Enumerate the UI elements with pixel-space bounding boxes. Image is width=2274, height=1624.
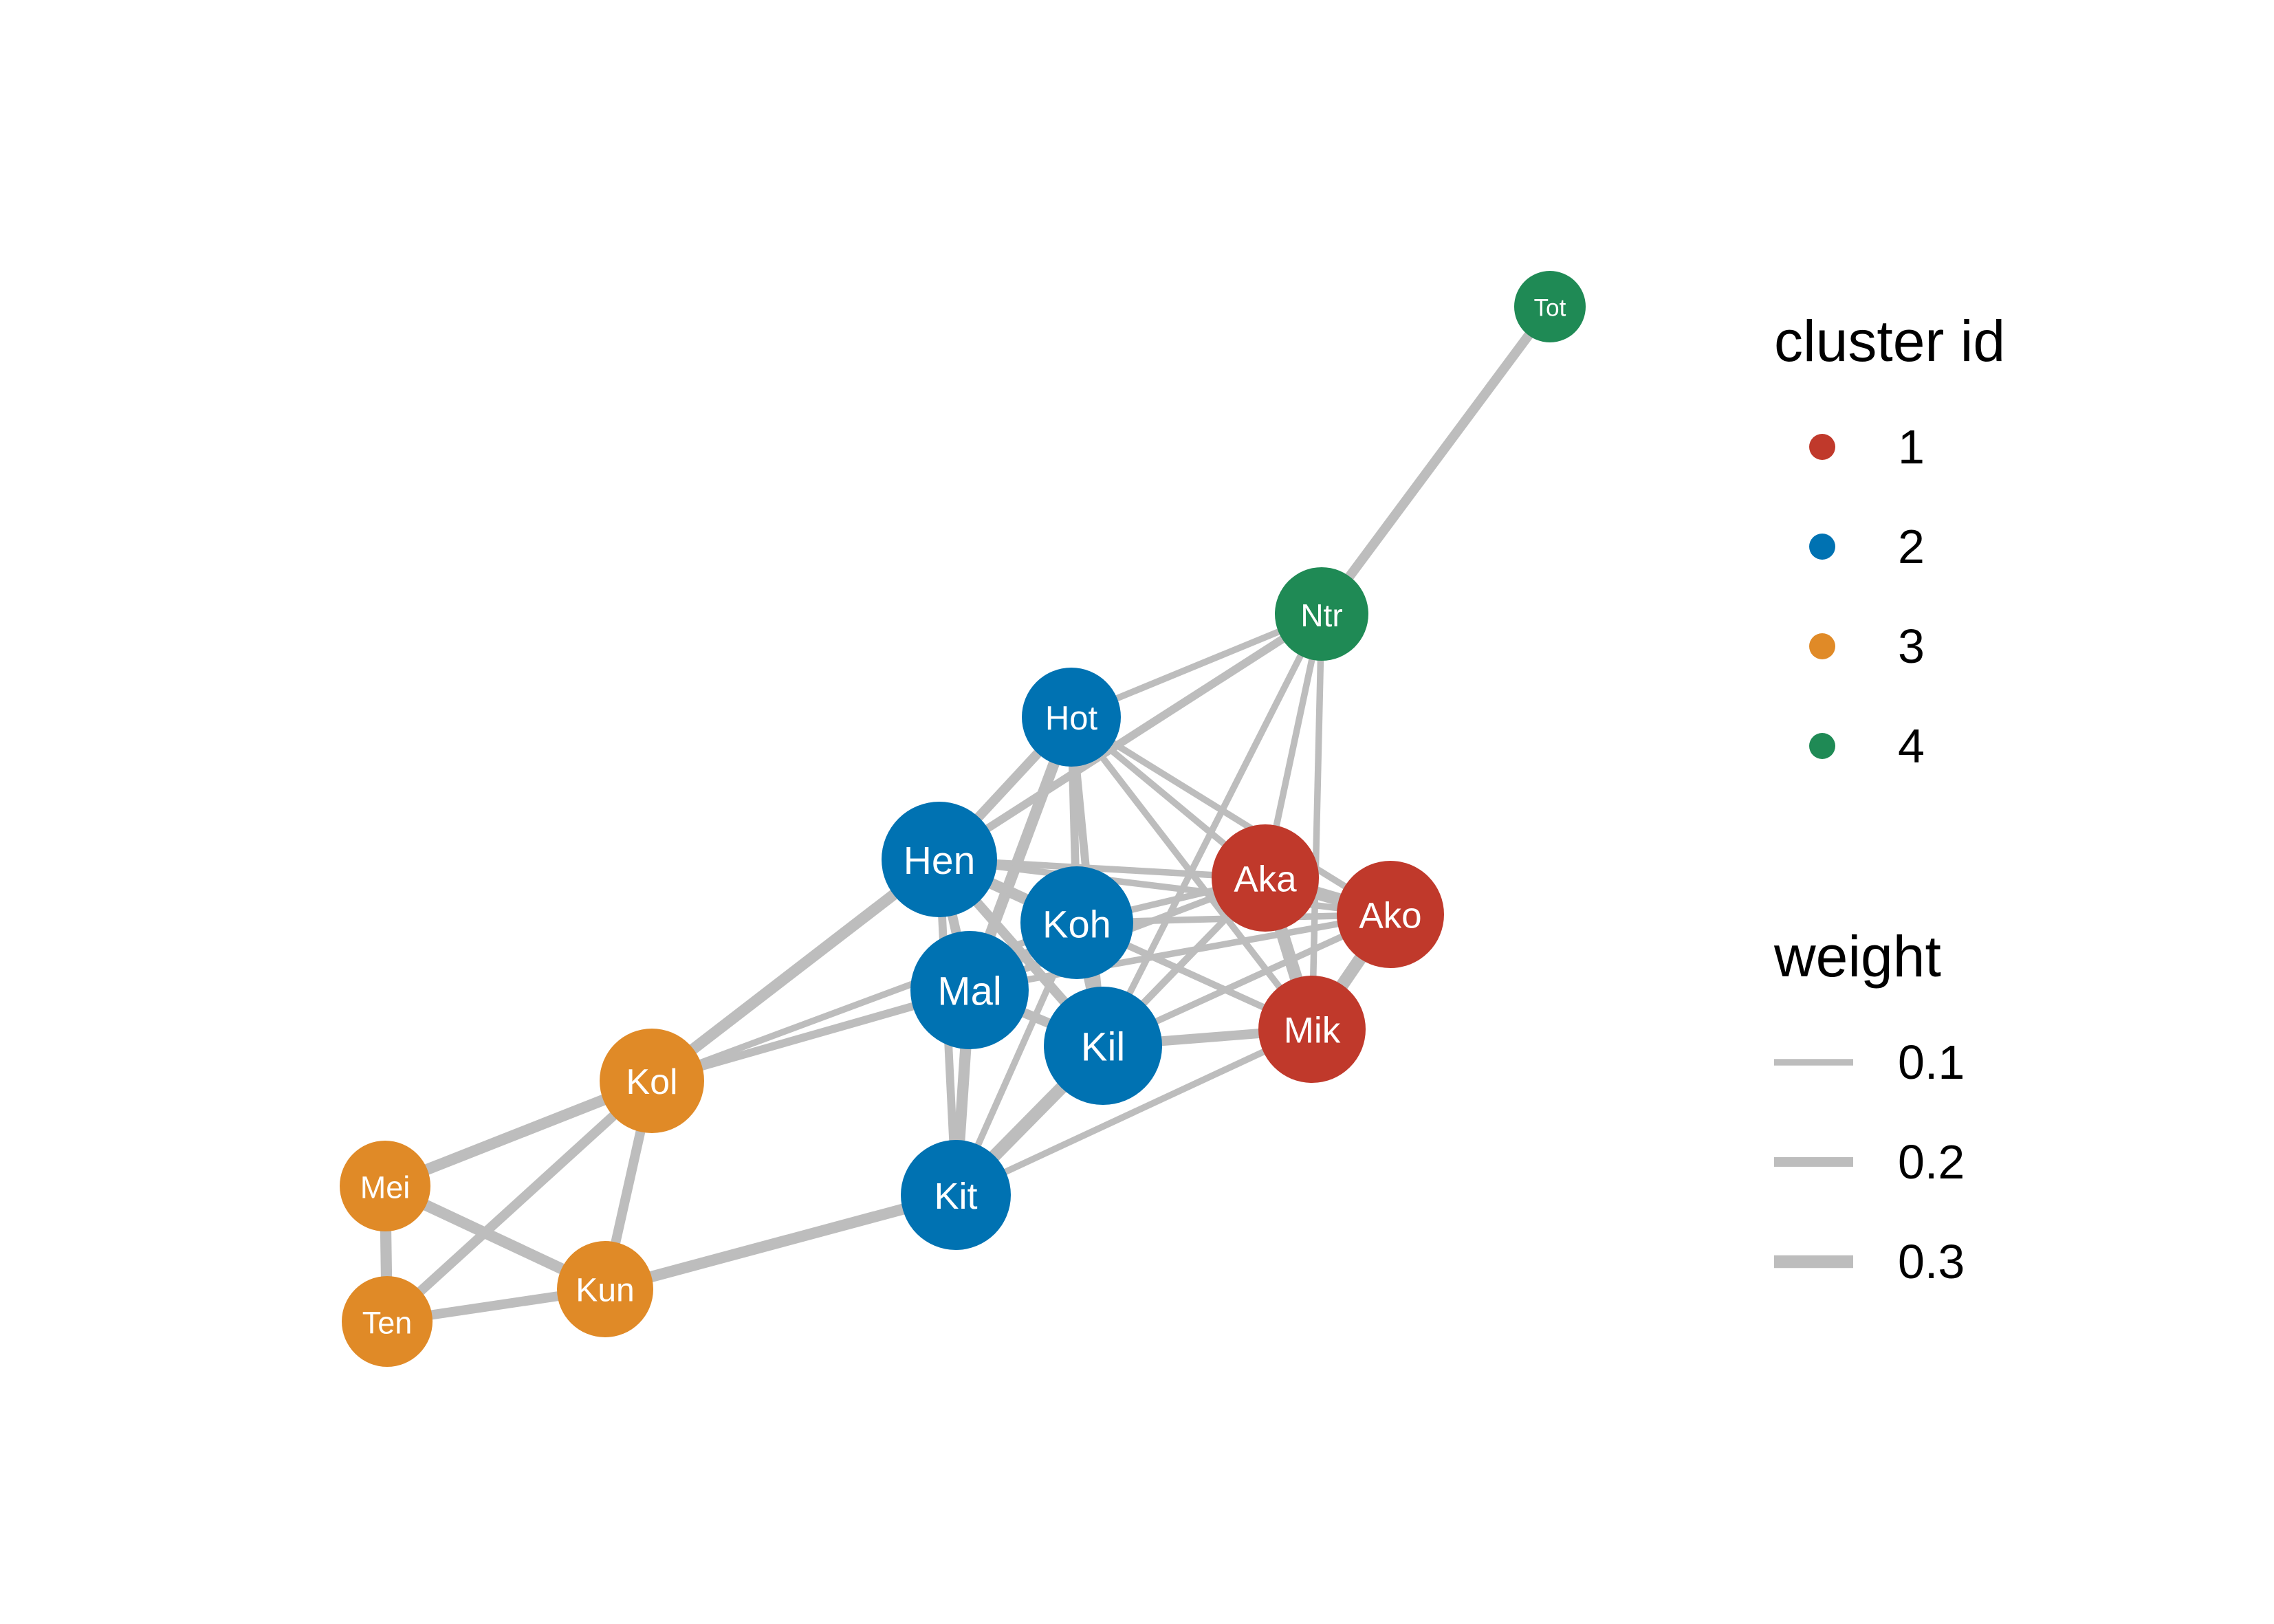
legend-cluster-dot — [1809, 434, 1835, 460]
node-label: Ntr — [1300, 597, 1342, 633]
node-label: Kol — [626, 1062, 677, 1102]
edge-kit-mik — [952, 1026, 1315, 1198]
node-aka[interactable]: Aka — [1212, 824, 1319, 932]
edge-hot-ako — [1068, 714, 1394, 918]
node-hen[interactable]: Hen — [882, 802, 997, 917]
node-circle — [1212, 824, 1319, 932]
node-mik[interactable]: Mik — [1258, 976, 1366, 1083]
edge-hen-kol — [646, 853, 945, 1087]
legend-cluster-dot — [1809, 733, 1835, 759]
node-koh[interactable]: Koh — [1020, 866, 1133, 979]
node-tot[interactable]: Tot — [1514, 271, 1586, 342]
node-circle — [910, 931, 1029, 1049]
node-label: Mei — [360, 1170, 411, 1205]
node-circle — [1275, 567, 1368, 661]
node-kol[interactable]: Kol — [600, 1029, 704, 1133]
node-hot[interactable]: Hot — [1022, 668, 1121, 767]
edge-tot-ntr — [1317, 302, 1555, 619]
node-ntr[interactable]: Ntr — [1275, 567, 1368, 661]
node-circle — [882, 802, 997, 917]
legend: cluster id 1 2 3 4 weight 0.1 0.2 0.3 — [1773, 309, 2005, 1288]
node-label: Mal — [937, 969, 1001, 1014]
node-mei[interactable]: Mei — [340, 1141, 430, 1231]
node-label: Hen — [904, 839, 976, 883]
node-circle — [340, 1141, 430, 1231]
legend-cluster-label: 2 — [1898, 520, 1925, 573]
edge-hen-ako — [936, 856, 1394, 918]
legend-cluster-label: 3 — [1898, 619, 1925, 673]
node-label: Kit — [934, 1176, 977, 1217]
node-circle — [1022, 668, 1121, 767]
legend-cluster-label: 4 — [1898, 719, 1925, 773]
node-circle — [600, 1029, 704, 1133]
node-kil[interactable]: Kil — [1044, 987, 1162, 1105]
node-kit[interactable]: Kit — [901, 1140, 1011, 1250]
edge-ntr-mik — [1309, 611, 1325, 1033]
node-label: Aka — [1234, 859, 1297, 900]
node-ten[interactable]: Ten — [342, 1276, 433, 1367]
node-circle — [1514, 271, 1586, 342]
node-kun[interactable]: Kun — [557, 1241, 653, 1337]
legend-cluster-dot — [1809, 633, 1835, 659]
node-label: Mik — [1284, 1011, 1341, 1051]
node-label: Kun — [576, 1273, 634, 1309]
legend-cluster-dot — [1809, 534, 1835, 560]
node-circle — [1337, 861, 1444, 968]
node-circle — [901, 1140, 1011, 1250]
node-label: Tot — [1534, 295, 1566, 322]
node-circle — [1020, 866, 1133, 979]
legend-weight-title: weight — [1773, 924, 1941, 989]
edge-mal-ako — [966, 911, 1394, 994]
node-circle — [557, 1241, 653, 1337]
node-circle — [1044, 987, 1162, 1105]
node-label: Koh — [1042, 903, 1111, 946]
legend-cluster-title: cluster id — [1774, 309, 2005, 373]
node-circle — [1258, 976, 1366, 1083]
edge-kol-ten — [382, 1076, 657, 1326]
legend-cluster-label: 1 — [1898, 420, 1925, 474]
node-circle — [342, 1276, 433, 1367]
legend-clusters: 1 2 3 4 — [1809, 420, 1925, 773]
legend-weight-label: 0.3 — [1898, 1235, 1965, 1288]
node-ako[interactable]: Ako — [1337, 861, 1444, 968]
legend-weight-label: 0.2 — [1898, 1135, 1965, 1189]
node-label: Hot — [1045, 700, 1098, 737]
node-label: Kil — [1081, 1025, 1125, 1070]
node-label: Ako — [1359, 896, 1421, 936]
legend-weights: 0.1 0.2 0.3 — [1774, 1035, 1965, 1288]
legend-weight-label: 0.1 — [1898, 1035, 1965, 1089]
edge-ntr-hen — [935, 610, 1326, 864]
edge-kit-kun — [599, 1189, 962, 1295]
node-mal[interactable]: Mal — [910, 931, 1029, 1049]
nodes-layer: Tot Ntr Hot Hen Koh Mal Kil Kit Aka Ako Mik Kol Mei T… — [340, 271, 1586, 1367]
node-label: Ten — [362, 1306, 413, 1341]
